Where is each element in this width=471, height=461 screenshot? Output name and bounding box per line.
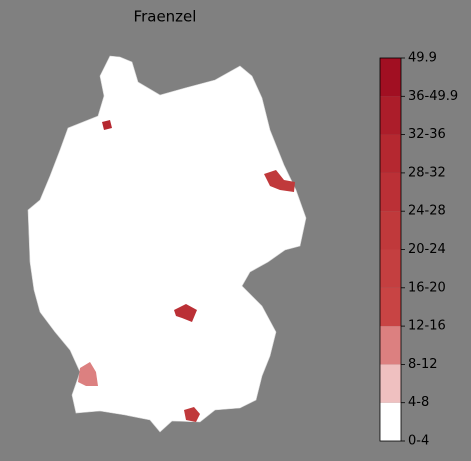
region bbox=[174, 304, 197, 322]
colorbar-label: 49.9 bbox=[408, 51, 437, 66]
region bbox=[264, 170, 295, 192]
colorbar-label: 20-24 bbox=[408, 242, 446, 257]
colorbar-segment bbox=[380, 402, 401, 441]
region bbox=[184, 407, 200, 422]
colorbar-label: 4-8 bbox=[408, 395, 429, 410]
region bbox=[102, 120, 112, 130]
map-title: Fraenzel bbox=[134, 8, 197, 26]
colorbar-label: 24-28 bbox=[408, 204, 446, 219]
colorbar-frame bbox=[379, 57, 402, 442]
colorbar: 0-4 4-8 8-12 12-16 16-20 20-24 24-28 28-32 32-36… bbox=[380, 51, 458, 449]
colorbar-segment bbox=[380, 287, 401, 327]
region bbox=[78, 362, 98, 386]
colorbar-label: 8-12 bbox=[408, 357, 438, 372]
colorbar-label: 16-20 bbox=[408, 280, 446, 295]
colorbar-segment bbox=[380, 96, 401, 135]
colorbar-label: 28-32 bbox=[408, 165, 446, 180]
colorbar-label: 12-16 bbox=[408, 319, 446, 334]
colorbar-label: 0-4 bbox=[408, 434, 429, 449]
colorbar-segment bbox=[380, 364, 401, 403]
germany-map bbox=[27, 55, 307, 433]
colorbar-segment bbox=[380, 211, 401, 250]
colorbar-label: 36-49.9 bbox=[408, 89, 458, 104]
colorbar-segment bbox=[380, 249, 401, 288]
colorbar-segment bbox=[380, 172, 401, 212]
country-shape bbox=[27, 55, 307, 433]
colorbar-segment bbox=[380, 326, 401, 365]
colorbar-segment bbox=[380, 58, 401, 97]
colorbar-segment bbox=[380, 134, 401, 173]
colorbar-label: 32-36 bbox=[408, 127, 446, 142]
